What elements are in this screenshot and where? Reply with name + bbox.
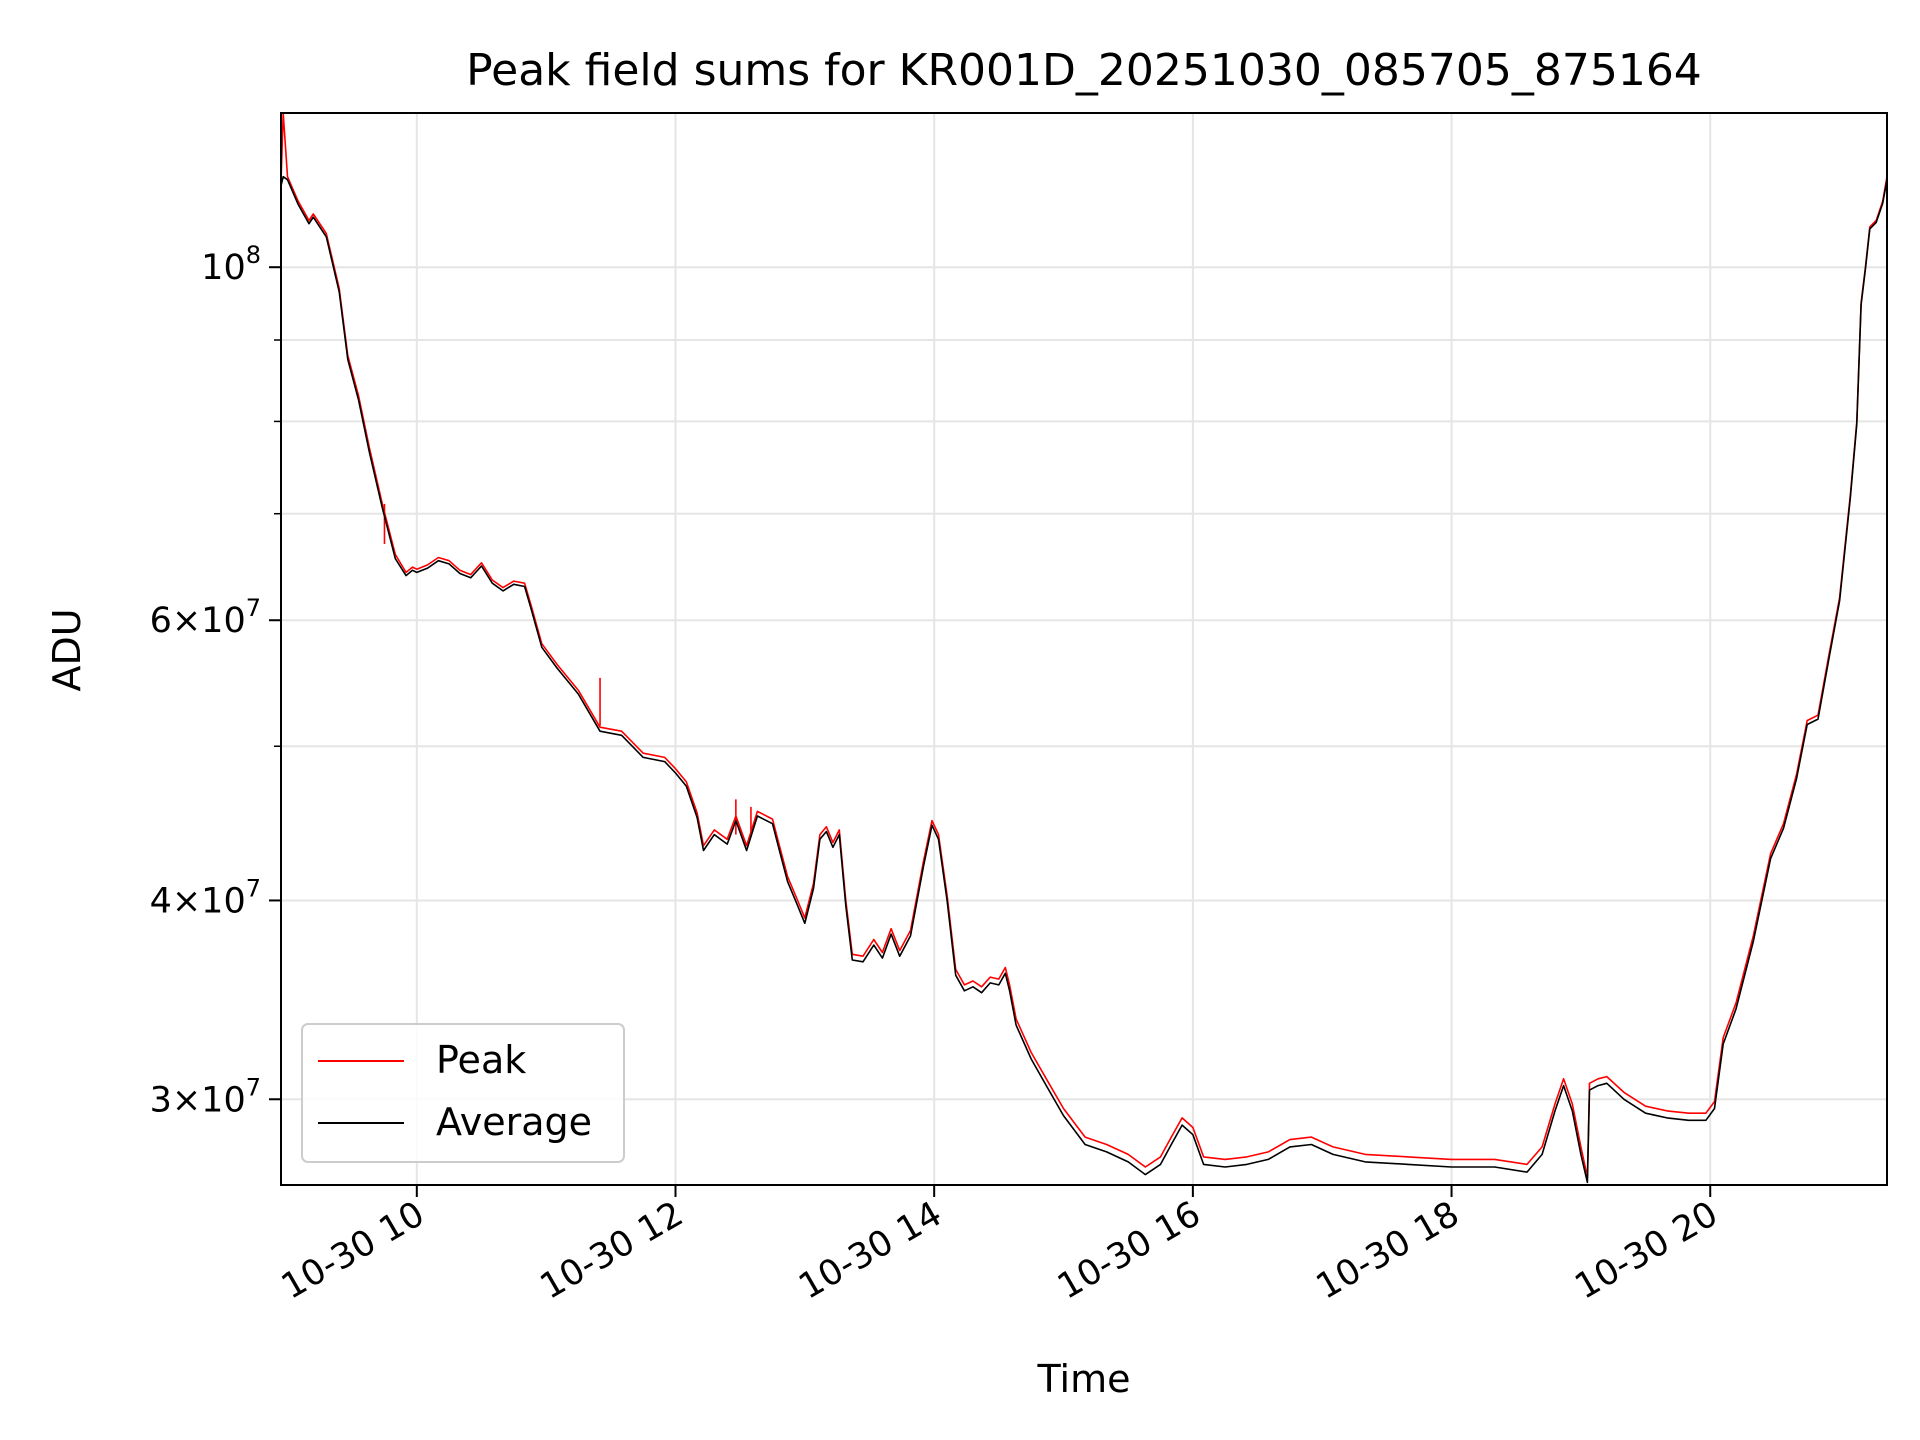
plot-background [281, 113, 1887, 1185]
y-tick-label: 3×107 [150, 1073, 261, 1120]
legend: Peak Average [301, 1023, 625, 1163]
grid-layer [281, 113, 1887, 1185]
legend-label-peak: Peak [436, 1038, 526, 1082]
plot-area [280, 112, 1888, 1186]
x-axis-label: Time [1037, 1357, 1131, 1401]
legend-box [301, 1023, 625, 1163]
y-tick-label: 4×107 [150, 874, 261, 921]
y-tick-label: 6×107 [150, 594, 261, 641]
legend-label-average: Average [436, 1100, 592, 1144]
y-axis-label: ADU [45, 608, 89, 691]
series-line-average [281, 175, 1887, 1184]
plot-frame [280, 112, 1888, 1186]
chart-title: Peak field sums for KR001D_20251030_0857… [466, 45, 1702, 96]
series-layer [281, 113, 1887, 1184]
